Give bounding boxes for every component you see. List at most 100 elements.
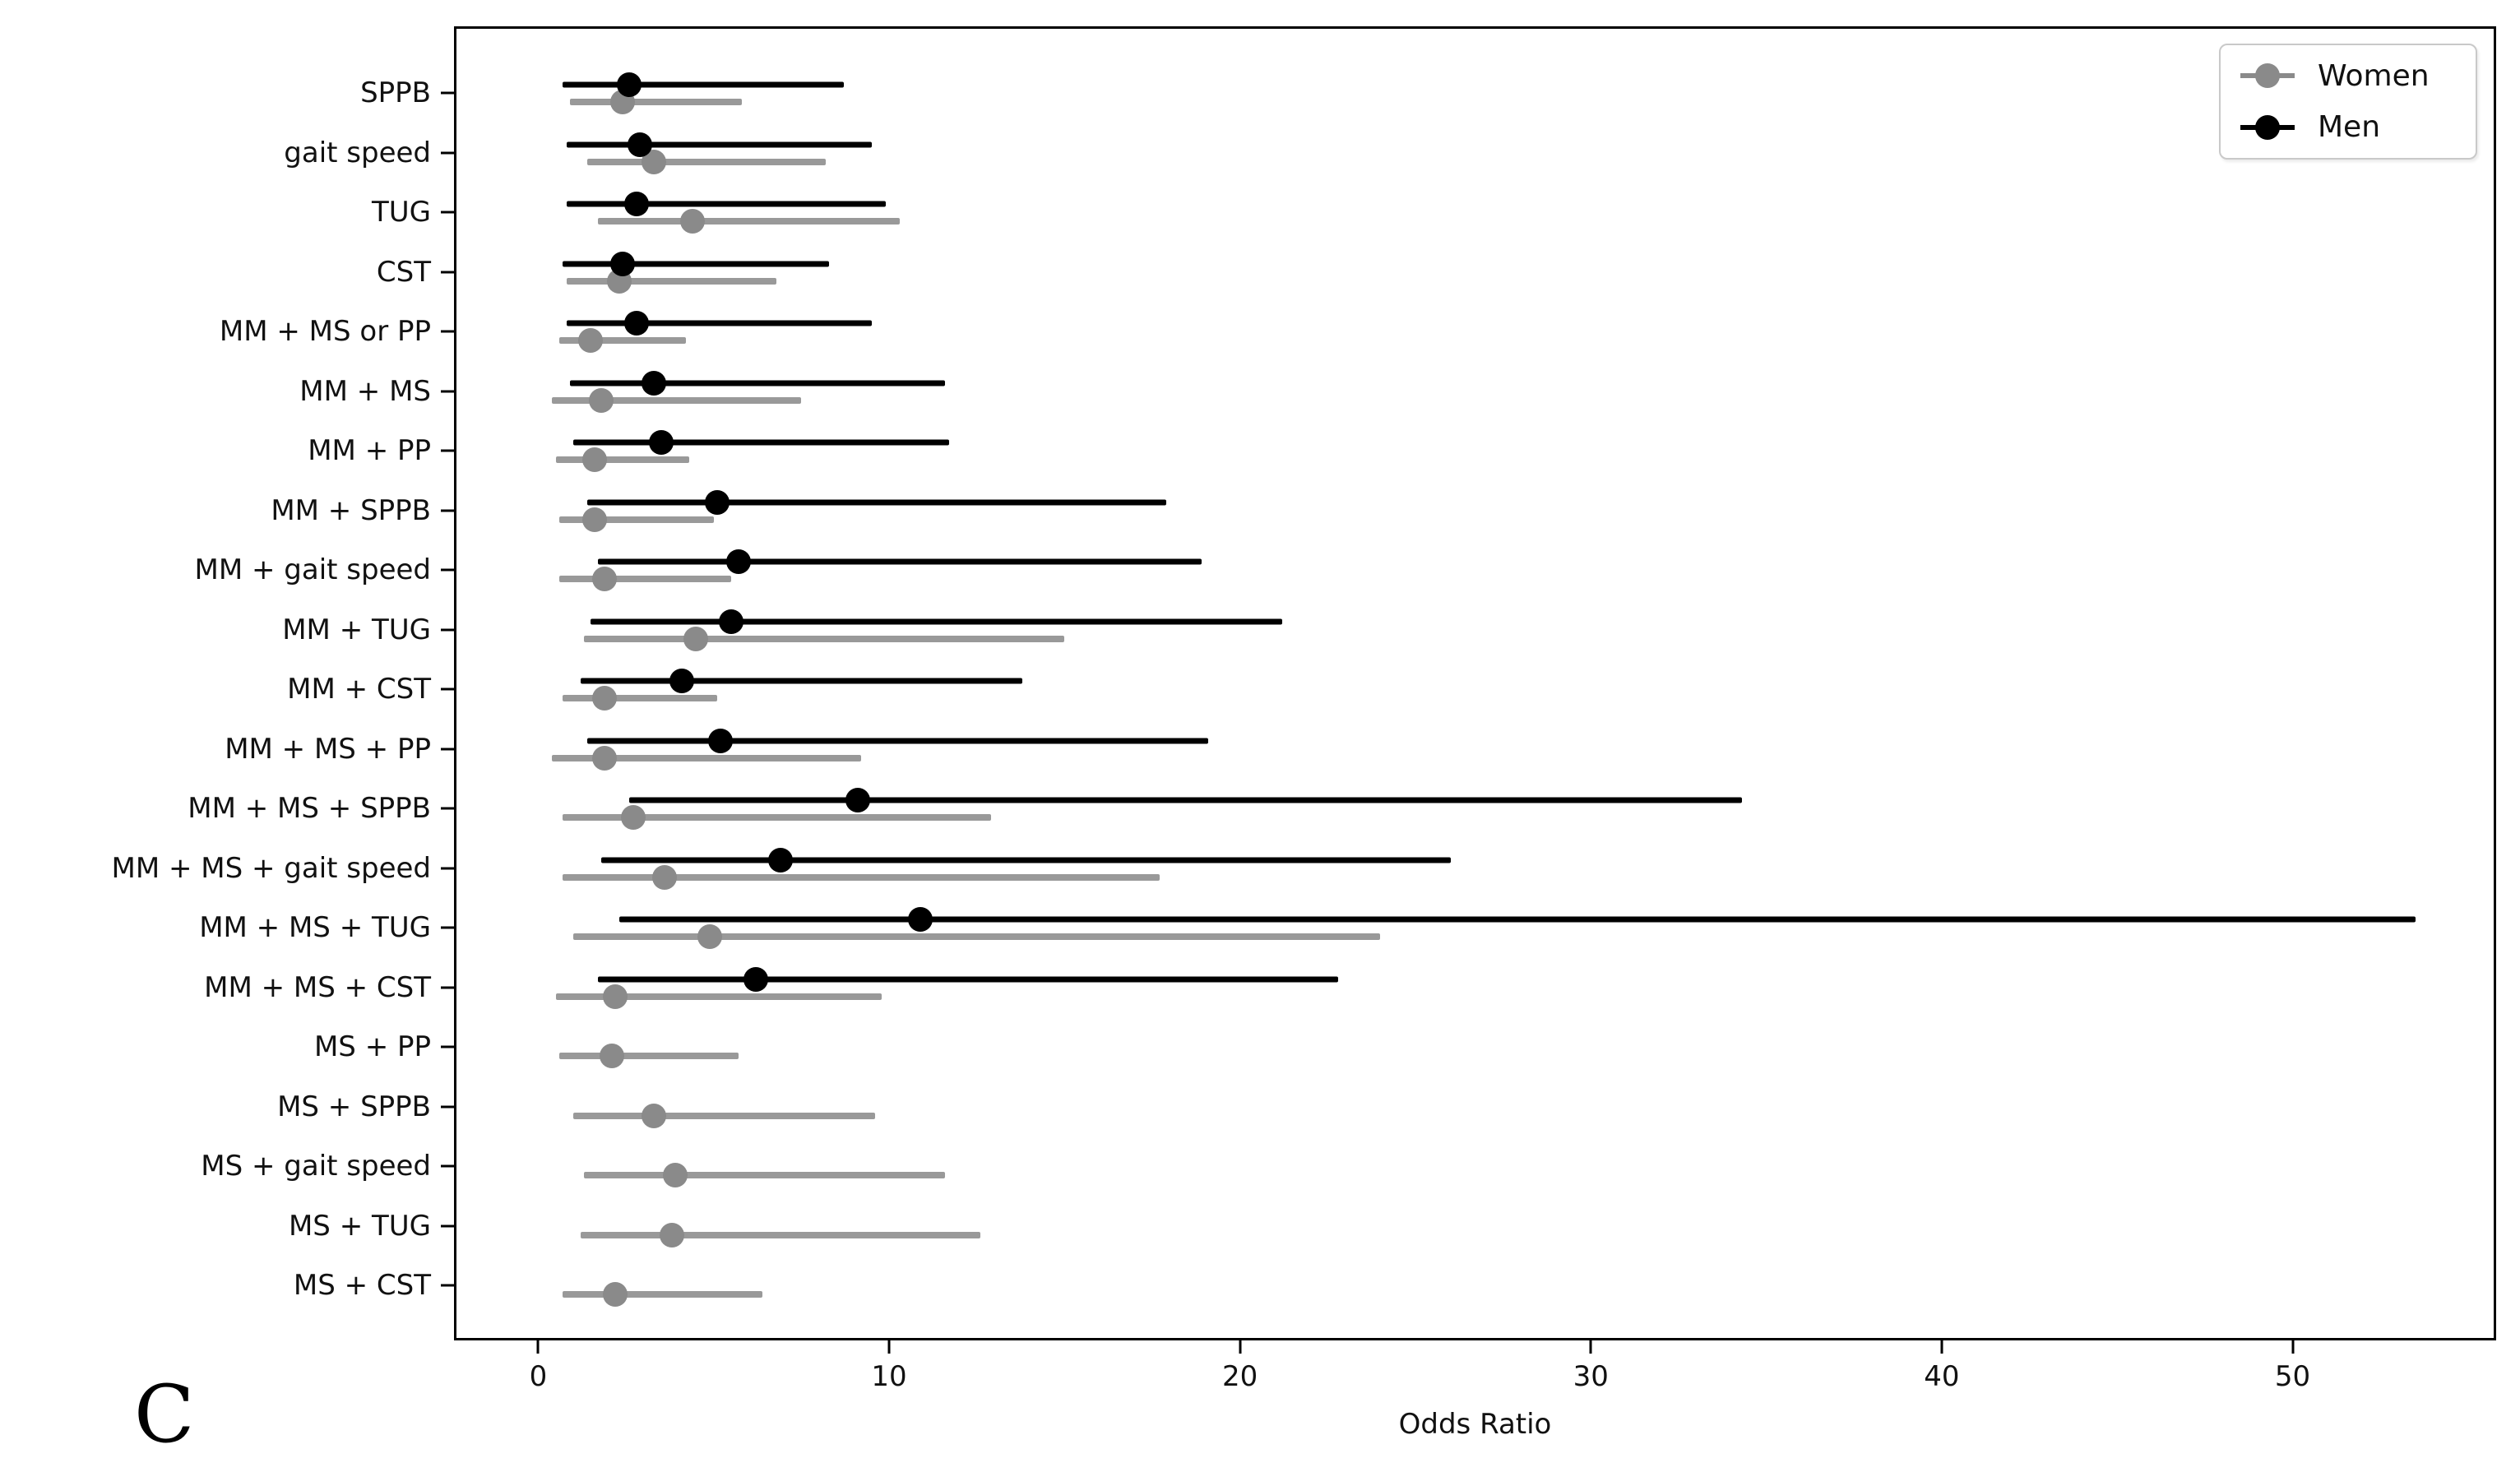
x-tick-label: 50: [2274, 1360, 2311, 1393]
odds-ratio-marker-men: [623, 311, 649, 336]
error-bar-men: [566, 320, 872, 326]
y-tick-label: MM + CST: [287, 673, 431, 706]
error-bar-men: [587, 738, 1209, 743]
odds-ratio-marker-men: [767, 847, 793, 873]
odds-ratio-marker-men: [704, 489, 730, 515]
odds-ratio-marker-women: [578, 328, 604, 353]
odds-ratio-marker-men: [845, 788, 870, 812]
y-tick-label: CST: [376, 255, 431, 289]
error-bar-women: [558, 516, 714, 523]
error-bar-women: [552, 754, 861, 761]
x-tick-label: 20: [1222, 1360, 1258, 1393]
odds-ratio-marker-women: [651, 864, 677, 890]
odds-ratio-marker-women: [599, 1044, 624, 1068]
y-tick-mark: [441, 211, 454, 214]
x-tick-mark: [1239, 1340, 1242, 1354]
error-bar-men: [618, 916, 2416, 923]
odds-ratio-marker-men: [708, 728, 734, 753]
odds-ratio-marker-women: [680, 209, 706, 234]
y-tick-label: gait speed: [284, 136, 431, 169]
odds-ratio-marker-men: [743, 966, 768, 992]
odds-ratio-marker-women: [589, 387, 614, 413]
y-tick-label: SPPB: [360, 76, 431, 109]
legend-item-women: Women: [2229, 53, 2467, 99]
y-tick-label: MS + SPPB: [277, 1090, 431, 1123]
y-tick-label: MM + MS: [299, 374, 431, 408]
odds-ratio-marker-women: [620, 805, 646, 830]
error-bar-men: [597, 558, 1202, 565]
error-bar-men: [591, 618, 1282, 624]
men-errorbar-marker-icon: [2235, 111, 2300, 144]
error-bar-men: [573, 439, 949, 446]
x-axis-title: Odds Ratio: [1398, 1408, 1552, 1441]
odds-ratio-marker-women: [697, 924, 723, 949]
y-tick-label: MM + MS + TUG: [199, 911, 431, 944]
odds-ratio-marker-men: [628, 132, 653, 157]
y-tick-mark: [441, 330, 454, 333]
y-tick-mark: [441, 91, 454, 95]
y-tick-mark: [441, 271, 454, 273]
odds-ratio-marker-men: [908, 907, 933, 932]
error-bar-women: [573, 933, 1381, 940]
x-tick-label: 0: [529, 1360, 548, 1393]
legend-label-men: Men: [2318, 110, 2381, 145]
y-tick-mark: [441, 1224, 454, 1227]
y-tick-label: MM + SPPB: [271, 493, 431, 527]
x-tick-mark: [2291, 1340, 2295, 1354]
y-tick-label: MM + MS or PP: [219, 315, 431, 348]
x-tick-label: 40: [1924, 1360, 1960, 1393]
odds-ratio-marker-women: [581, 507, 607, 532]
odds-ratio-marker-men: [669, 669, 695, 693]
error-bar-women: [552, 396, 802, 404]
legend: Women Men: [2219, 44, 2477, 160]
y-tick-mark: [441, 509, 454, 511]
error-bar-women: [563, 873, 1160, 881]
error-bar-men: [580, 678, 1023, 684]
error-bar-men: [566, 201, 886, 207]
error-bar-women: [555, 456, 689, 463]
odds-ratio-marker-men: [725, 549, 751, 574]
y-tick-mark: [441, 867, 454, 869]
y-tick-mark: [441, 449, 454, 452]
y-tick-label: MM + TUG: [282, 613, 431, 646]
y-tick-mark: [441, 926, 454, 929]
odds-ratio-marker-men: [648, 430, 674, 455]
error-bar-men: [629, 797, 1742, 803]
panel-letter-label: C: [134, 1368, 195, 1460]
odds-ratio-marker-men: [623, 192, 649, 216]
y-tick-label: MS + PP: [313, 1030, 431, 1063]
y-tick-label: MM + MS + SPPB: [188, 792, 431, 825]
y-tick-mark: [441, 628, 454, 631]
y-tick-mark: [441, 748, 454, 750]
odds-ratio-marker-women: [662, 1163, 688, 1187]
odds-ratio-marker-women: [592, 745, 618, 771]
odds-ratio-marker-women: [683, 626, 709, 651]
error-bar-women: [558, 1053, 739, 1059]
y-tick-mark: [441, 687, 454, 691]
y-tick-label: MS + gait speed: [201, 1150, 431, 1183]
odds-ratio-marker-women: [603, 1282, 628, 1307]
error-bar-men: [563, 81, 844, 88]
error-bar-women: [587, 158, 827, 165]
error-bar-men: [566, 141, 872, 147]
odds-ratio-marker-women: [592, 686, 618, 711]
odds-ratio-marker-men: [609, 251, 635, 276]
error-bar-women: [580, 1231, 980, 1238]
error-bar-men: [597, 976, 1339, 982]
odds-ratio-marker-women: [603, 984, 628, 1009]
women-errorbar-marker-icon: [2235, 59, 2300, 92]
y-tick-label: MM + PP: [308, 434, 431, 467]
error-bar-men: [563, 261, 830, 266]
odds-ratio-marker-women: [642, 1103, 667, 1128]
error-bar-women: [569, 99, 742, 105]
x-tick-label: 30: [1573, 1360, 1609, 1393]
error-bar-men: [569, 380, 946, 386]
odds-ratio-marker-men: [617, 72, 642, 97]
error-bar-women: [566, 277, 777, 285]
error-bar-women: [558, 337, 686, 344]
error-bar-women: [583, 1172, 946, 1178]
error-bar-women: [558, 576, 732, 582]
error-bar-women: [597, 218, 900, 225]
x-tick-mark: [1940, 1340, 1943, 1354]
y-tick-mark: [441, 986, 454, 988]
